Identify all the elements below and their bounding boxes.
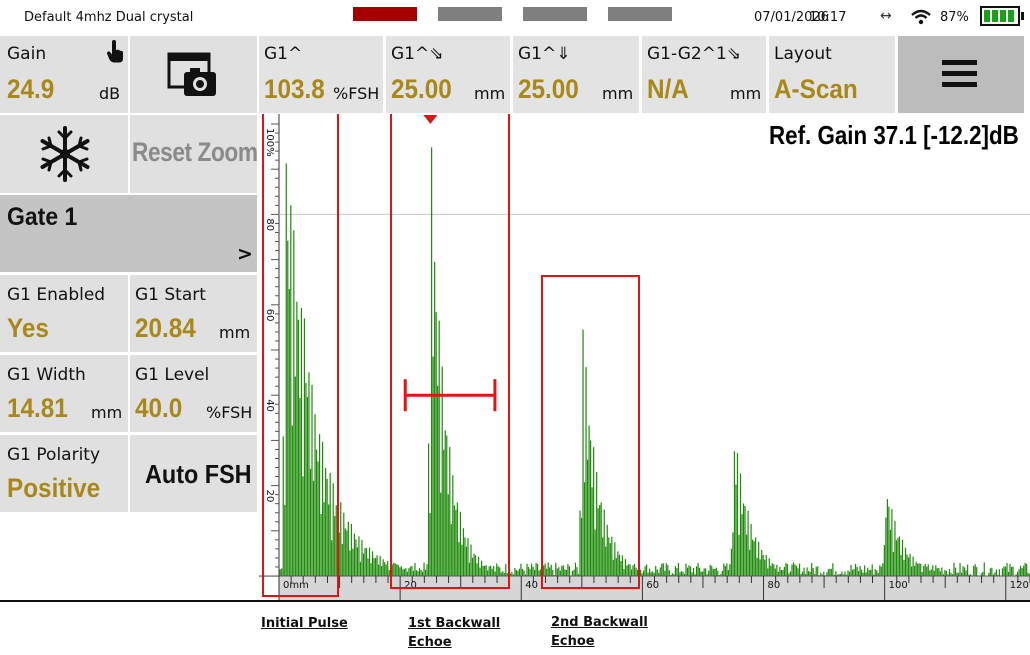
y-tick-label: 40	[264, 399, 275, 412]
meas-unit: mm	[474, 84, 506, 103]
status-indicator	[523, 7, 587, 21]
x-tick-label: 120	[1010, 580, 1029, 591]
g1-width-value: 14.81	[7, 393, 68, 423]
x-tick-label: 40	[525, 580, 538, 591]
g1-polarity-value: Positive	[7, 473, 101, 503]
date-display: 07/01/2026	[754, 10, 829, 25]
meas-label: G1^⇘	[391, 44, 444, 64]
g1-level-value: 40.0	[135, 393, 183, 423]
meas-label: G1^⇓	[518, 44, 571, 64]
connection-icon: ↔	[880, 8, 892, 24]
camera-screenshot-icon	[167, 52, 216, 96]
battery-tip	[1021, 12, 1024, 20]
main-menu-button[interactable]	[898, 36, 1024, 113]
g1-start-control[interactable]: G1 Start 20.84 mm	[130, 275, 257, 352]
gate-title: Gate 1	[7, 203, 78, 231]
highlight-box-second-backwall	[541, 275, 640, 589]
gain-value: 24.9	[7, 74, 55, 104]
meas-g1-amplitude[interactable]: G1^ 103.8 %FSH	[259, 36, 383, 113]
layout-label: Layout	[774, 44, 832, 64]
meas-unit: mm	[730, 84, 762, 103]
auto-fsh-label: Auto FSH	[145, 459, 252, 489]
x-tick-label: 80	[768, 580, 781, 591]
freeze-button[interactable]	[0, 115, 128, 193]
status-indicator	[608, 7, 672, 21]
layout-selector[interactable]: Layout A-Scan	[769, 36, 895, 113]
x-tick-label: 60	[646, 580, 659, 591]
meas-unit: %FSH	[333, 84, 380, 103]
reset-zoom-button[interactable]: Reset Zoom	[130, 115, 258, 193]
highlight-box-first-backwall	[390, 114, 510, 589]
chevron-right-icon: >	[237, 243, 253, 265]
battery-icon	[980, 6, 1020, 26]
gate-1-menu[interactable]: Gate 1 >	[0, 195, 257, 272]
meas-unit: mm	[602, 84, 634, 103]
g1-start-label: G1 Start	[135, 285, 206, 305]
g1-start-unit: mm	[219, 323, 251, 342]
gain-unit: dB	[99, 84, 121, 103]
g1-start-value: 20.84	[135, 313, 196, 343]
x-tick-label: 0mm	[283, 580, 309, 591]
meas-g1-g2-difference[interactable]: G1-G2^1⇘ N/A mm	[642, 36, 766, 113]
reset-zoom-label: Reset Zoom	[132, 137, 258, 167]
g1-polarity-label: G1 Polarity	[7, 445, 101, 465]
screen-bottom-border	[0, 600, 1030, 602]
meas-label: G1^	[264, 44, 303, 64]
g1-level-unit: %FSH	[206, 403, 253, 422]
meas-value: 103.8	[264, 74, 325, 104]
auto-fsh-button[interactable]: Auto FSH	[130, 435, 257, 512]
annotation-first-backwall: 1st Backwall Echoe	[408, 616, 501, 650]
g1-enabled-value: Yes	[7, 313, 49, 343]
g1-level-label: G1 Level	[135, 365, 210, 385]
annotation-initial-pulse: Initial Pulse	[261, 616, 348, 631]
g1-width-unit: mm	[91, 403, 123, 422]
meas-value: N/A	[647, 74, 689, 104]
y-tick-label: 100%	[264, 128, 275, 157]
meas-value: 25.00	[518, 74, 579, 104]
g1-level-control[interactable]: G1 Level 40.0 %FSH	[130, 355, 257, 432]
peak-marker-icon	[423, 115, 438, 124]
meas-label: G1-G2^1⇘	[647, 44, 742, 64]
layout-value: A-Scan	[774, 74, 858, 104]
g1-enabled-control[interactable]: G1 Enabled Yes	[0, 275, 128, 352]
g1-enabled-label: G1 Enabled	[7, 285, 106, 305]
gain-label: Gain	[7, 44, 47, 64]
ref-gain-readout: Ref. Gain 37.1 [-12.2]dB	[769, 120, 1019, 150]
x-axis-bar	[259, 576, 1030, 602]
meas-g1-soundpath[interactable]: G1^⇘ 25.00 mm	[386, 36, 510, 113]
y-tick-label: 80	[264, 218, 275, 231]
touch-hand-icon	[106, 40, 123, 63]
status-indicator-active	[353, 7, 417, 21]
g1-width-control[interactable]: G1 Width 14.81 mm	[0, 355, 128, 432]
x-tick-label: 100	[889, 580, 908, 591]
a-scan-chart[interactable]: 20 40 60 80 100% 0mm 20 40 60 80 100 120	[259, 114, 1030, 602]
meas-g1-depth[interactable]: G1^⇓ 25.00 mm	[513, 36, 639, 113]
x-tick-label: 20	[404, 580, 417, 591]
meas-value: 25.00	[391, 74, 452, 104]
battery-percentage: 87%	[940, 10, 969, 25]
status-bar: Default 4mhz Dual crystal 07/01/2026 10:…	[0, 0, 1030, 35]
hamburger-menu-icon	[942, 60, 977, 87]
gain-control[interactable]: Gain 24.9 dB	[0, 36, 128, 113]
g1-width-label: G1 Width	[7, 365, 86, 385]
wifi-icon	[911, 9, 931, 25]
device-title: Default 4mhz Dual crystal	[24, 10, 194, 25]
y-tick-label: 20	[264, 490, 275, 503]
annotation-second-backwall: 2nd Backwall Echoe	[551, 615, 648, 649]
g1-polarity-control[interactable]: G1 Polarity Positive	[0, 435, 128, 512]
status-indicator	[438, 7, 502, 21]
time-display: 10:17	[809, 10, 847, 25]
y-tick-label: 60	[264, 309, 275, 322]
snowflake-icon	[40, 126, 90, 182]
screenshot-button[interactable]	[130, 36, 257, 113]
highlight-box-initial-pulse	[262, 114, 339, 597]
